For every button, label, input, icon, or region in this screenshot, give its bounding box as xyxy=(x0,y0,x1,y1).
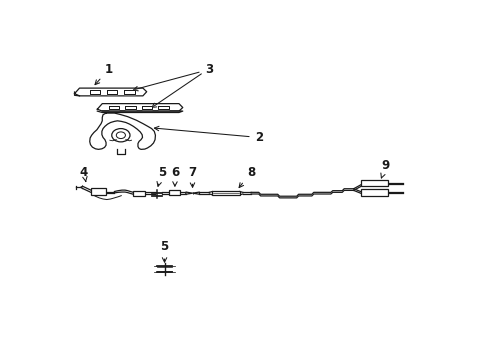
Text: 1: 1 xyxy=(95,63,113,85)
Text: 5: 5 xyxy=(160,240,169,262)
Circle shape xyxy=(112,129,130,142)
Text: 5: 5 xyxy=(157,166,166,186)
Polygon shape xyxy=(109,105,120,109)
Polygon shape xyxy=(90,90,100,94)
Polygon shape xyxy=(98,104,183,111)
Polygon shape xyxy=(107,90,118,94)
FancyBboxPatch shape xyxy=(170,190,180,195)
Text: 2: 2 xyxy=(154,126,263,144)
Text: 9: 9 xyxy=(381,159,390,178)
Text: 4: 4 xyxy=(80,166,88,181)
Text: 6: 6 xyxy=(171,166,179,186)
Polygon shape xyxy=(124,90,135,94)
Polygon shape xyxy=(186,192,193,194)
FancyBboxPatch shape xyxy=(361,189,388,195)
FancyBboxPatch shape xyxy=(133,191,145,195)
Polygon shape xyxy=(125,105,136,109)
Polygon shape xyxy=(118,149,124,153)
FancyBboxPatch shape xyxy=(212,191,240,195)
Text: 3: 3 xyxy=(205,63,214,76)
Polygon shape xyxy=(74,88,147,96)
FancyBboxPatch shape xyxy=(361,180,388,186)
Text: 7: 7 xyxy=(188,166,196,187)
Polygon shape xyxy=(142,105,152,109)
Polygon shape xyxy=(90,113,155,149)
Polygon shape xyxy=(193,192,199,194)
Text: 8: 8 xyxy=(239,166,255,188)
FancyBboxPatch shape xyxy=(91,188,106,194)
Polygon shape xyxy=(158,105,169,109)
